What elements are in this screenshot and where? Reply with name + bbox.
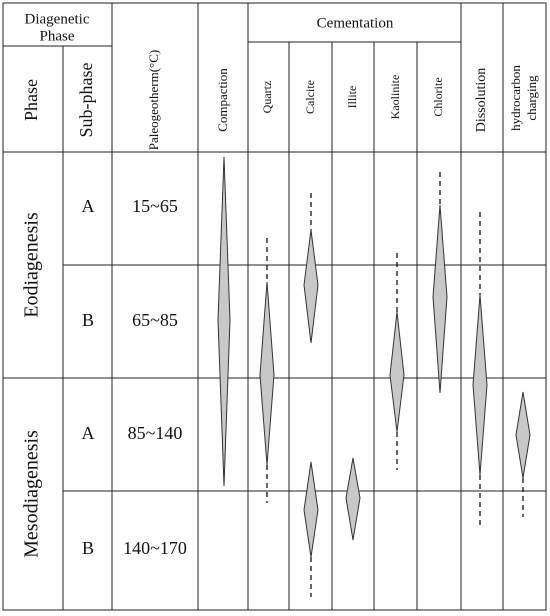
phase-name: Mesodiagenesis <box>21 430 43 558</box>
header-label: Dissolution <box>474 68 489 133</box>
header-label: Sub-phase <box>76 63 96 138</box>
subphase-name: A <box>82 423 95 443</box>
header-label: Diagenetic <box>25 11 90 27</box>
intensity-diamonds <box>217 156 531 558</box>
temperature: 15~65 <box>132 196 178 216</box>
cement-label: Calcite <box>303 80 317 114</box>
dashed-ranges <box>266 172 524 597</box>
header-label: Cementation <box>317 15 394 31</box>
cement-label: Quartz <box>260 81 274 114</box>
cement-label: Chlorite <box>431 77 445 116</box>
subphase-name: B <box>82 310 94 330</box>
cement-label: Illite <box>345 86 359 109</box>
cement-label: Kaolinite <box>388 75 402 120</box>
temperature: 65~85 <box>132 310 178 330</box>
temperature: 140~170 <box>123 538 187 558</box>
subphase-name: A <box>82 196 95 216</box>
header-label: Paleogeotherm(°C) <box>146 50 161 151</box>
header-label: charging <box>524 75 539 121</box>
grid <box>2 2 547 611</box>
subphase-name: B <box>82 538 94 558</box>
header-label: Compaction <box>215 68 230 132</box>
temperature: 85~140 <box>128 423 183 443</box>
header-label: Phase <box>21 79 41 121</box>
header-label: hydrocarbon <box>508 65 523 131</box>
header-label: Phase <box>40 28 75 44</box>
phase-name: Eodiagenesis <box>21 212 43 318</box>
